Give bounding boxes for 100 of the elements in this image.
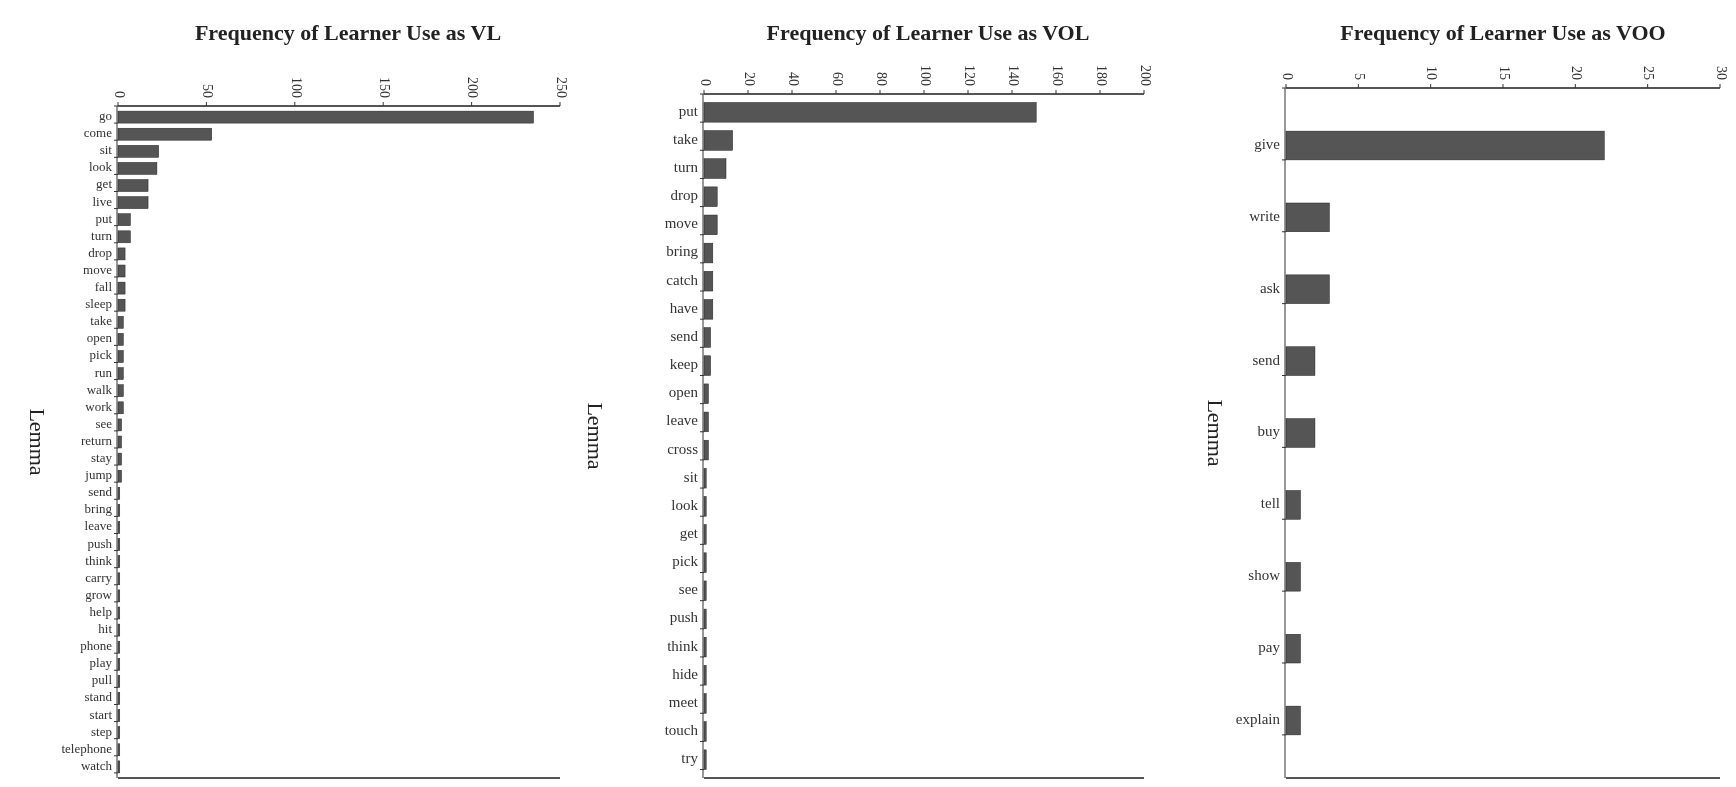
y-tick-label: put	[678, 102, 699, 119]
y-tick-label: bring	[666, 243, 699, 260]
y-tick-label: drop	[670, 187, 698, 204]
x-tick-label: 50	[200, 84, 216, 98]
bar	[117, 110, 534, 124]
y-tick-label: explain	[1235, 710, 1281, 727]
bar	[703, 102, 1037, 123]
x-tick-label: 200	[1137, 65, 1153, 86]
y-tick-label: see	[95, 415, 113, 431]
y-tick-label: pick	[89, 347, 113, 363]
bar	[117, 333, 124, 346]
x-tick-label: 60	[829, 72, 845, 86]
bar	[703, 665, 707, 686]
bar	[117, 145, 159, 158]
y-tick-label: live	[92, 193, 113, 209]
bar	[1285, 705, 1301, 736]
y-tick-label: keep	[669, 356, 698, 373]
bar	[117, 213, 131, 226]
y-tick-label: walk	[86, 381, 113, 397]
y-tick-label: tell	[1260, 495, 1280, 512]
y-tick-label: think	[85, 552, 113, 568]
y-tick-label: see	[678, 581, 699, 598]
bar	[117, 281, 126, 295]
bar	[117, 179, 149, 192]
y-tick-label: sit	[99, 142, 113, 158]
bar	[703, 383, 709, 404]
bar	[703, 186, 718, 207]
y-tick-label: get	[679, 524, 699, 541]
y-tick-label: move	[664, 215, 699, 232]
y-tick-label: ask	[1260, 279, 1281, 296]
bar	[1285, 490, 1301, 520]
bar	[703, 637, 707, 658]
chart-title: Frequency of Learner Use as VL	[194, 20, 502, 45]
y-tick-label: step	[91, 723, 112, 739]
x-tick-label: 160	[1049, 65, 1065, 86]
y-tick-label: sit	[683, 468, 699, 485]
x-tick-label: 20	[1569, 66, 1585, 80]
y-tick-label: hide	[672, 665, 699, 682]
y-tick-label: get	[96, 176, 113, 192]
bar	[703, 299, 714, 320]
y-tick-label: turn	[673, 159, 699, 176]
y-tick-label: touch	[664, 721, 699, 738]
bar	[703, 468, 707, 489]
bar	[117, 196, 149, 209]
y-tick-label: telephone	[61, 740, 113, 756]
y-tick-label: send	[88, 484, 113, 500]
bar	[703, 355, 711, 376]
y-tick-label: give	[1254, 135, 1281, 152]
x-tick-label: 0	[111, 91, 127, 98]
bar	[703, 580, 707, 601]
y-tick-label: leave	[84, 518, 113, 534]
y-tick-label: hit	[98, 621, 113, 637]
bar	[1285, 346, 1316, 376]
x-tick-label: 100	[917, 65, 933, 86]
bar	[117, 384, 124, 397]
bar	[1285, 634, 1301, 664]
y-tick-label: grow	[85, 586, 113, 602]
bar	[117, 162, 158, 175]
y-tick-label: buy	[1257, 423, 1281, 440]
bar	[117, 469, 122, 483]
bar	[703, 439, 709, 461]
y-axis-title: Lemma	[583, 402, 608, 470]
bar	[117, 401, 124, 415]
bar	[703, 411, 709, 433]
y-tick-label: return	[80, 432, 113, 448]
x-tick-label: 10	[1424, 66, 1440, 80]
y-tick-label: turn	[91, 227, 113, 243]
y-tick-label: go	[99, 108, 112, 124]
x-tick-label: 40	[785, 72, 801, 86]
bar	[117, 452, 122, 466]
y-axis-title: Lemma	[25, 408, 50, 476]
y-tick-label: look	[88, 159, 113, 175]
bar	[117, 230, 131, 244]
y-axis-title: Lemma	[1203, 399, 1228, 467]
y-tick-label: start	[89, 706, 113, 722]
bar	[703, 214, 718, 235]
y-tick-label: drop	[88, 244, 112, 260]
x-tick-label: 0	[1279, 73, 1295, 80]
bar	[703, 271, 714, 292]
y-tick-label: pull	[91, 672, 113, 688]
y-tick-label: pay	[1258, 639, 1281, 656]
y-tick-label: help	[89, 603, 112, 619]
y-tick-label: bring	[84, 501, 113, 517]
y-tick-label: take	[673, 130, 699, 147]
bar	[1285, 202, 1330, 232]
y-tick-label: run	[94, 364, 113, 380]
y-tick-label: show	[1248, 567, 1281, 584]
bar	[117, 127, 212, 141]
bar	[703, 693, 707, 714]
y-tick-label: try	[681, 750, 699, 767]
bar	[703, 552, 707, 573]
y-tick-label: play	[89, 655, 113, 671]
y-tick-label: jump	[84, 467, 112, 483]
y-tick-label: write	[1249, 207, 1281, 224]
bar	[1285, 130, 1605, 161]
y-tick-label: look	[671, 496, 699, 513]
x-tick-label: 15	[1496, 66, 1512, 80]
x-tick-label: 25	[1641, 66, 1657, 80]
x-tick-label: 100	[288, 77, 304, 98]
x-tick-label: 120	[961, 65, 977, 86]
